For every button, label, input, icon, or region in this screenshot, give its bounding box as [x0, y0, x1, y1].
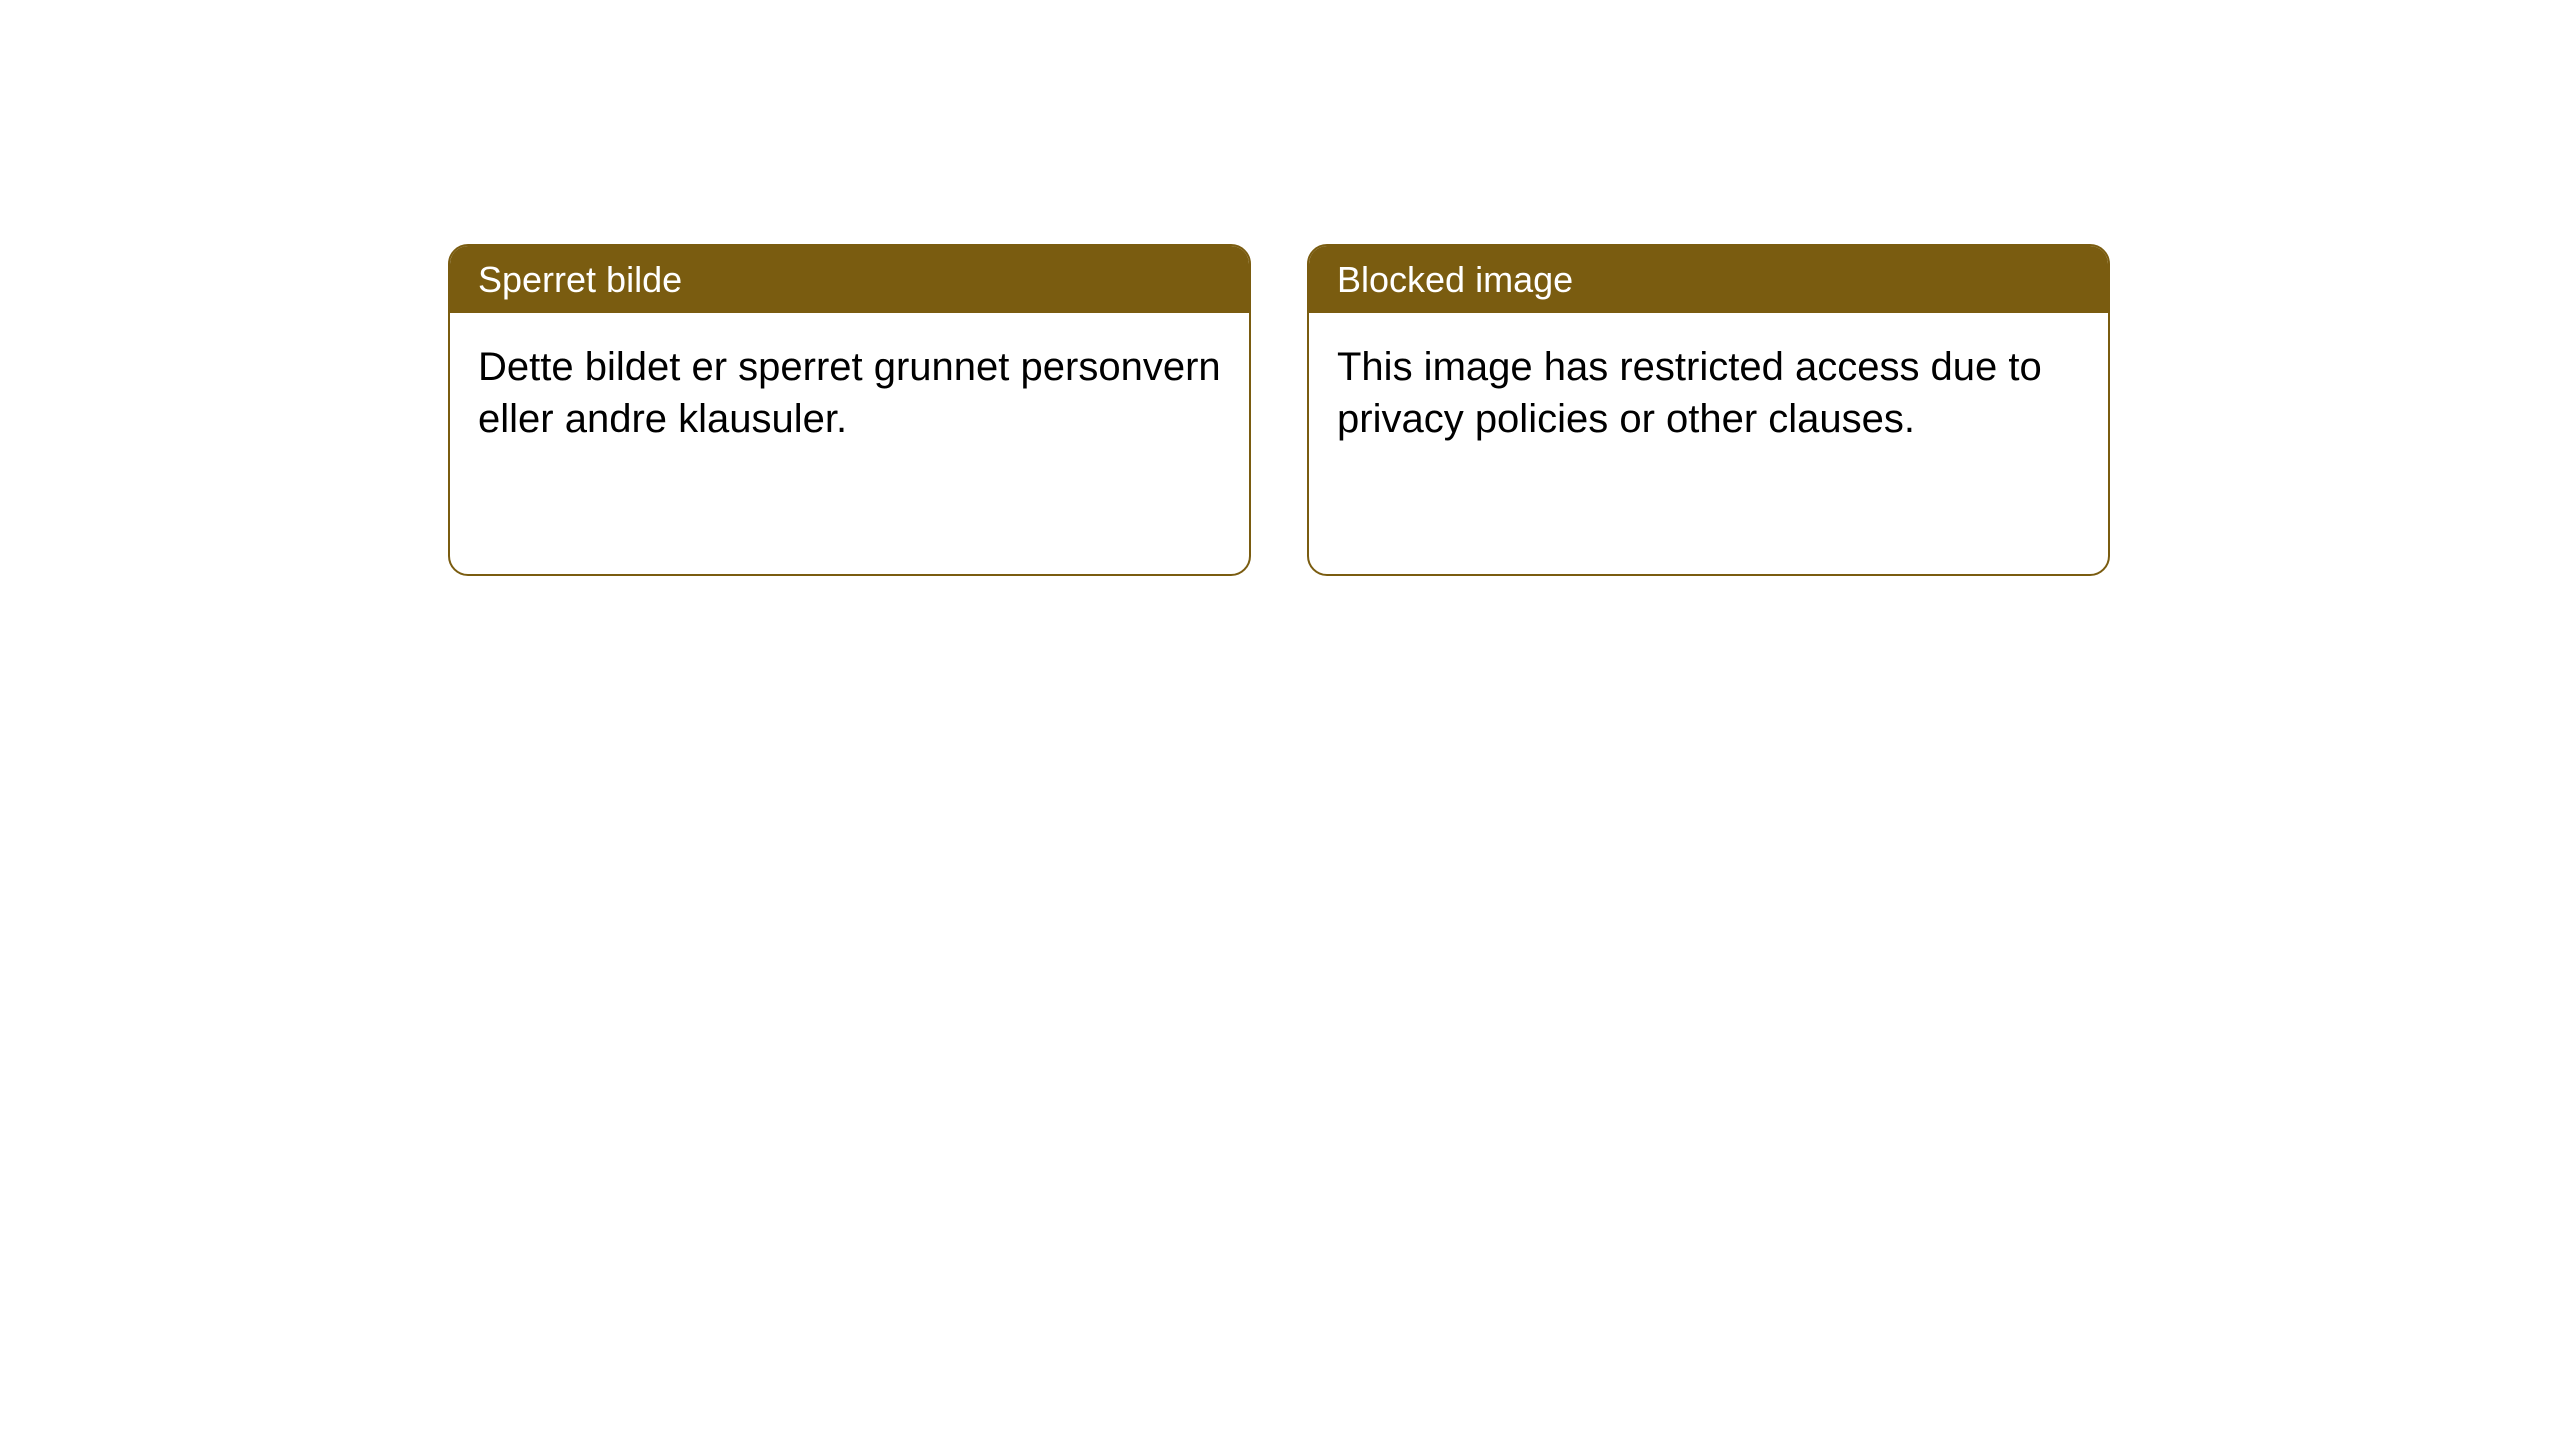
notice-card-norwegian: Sperret bilde Dette bildet er sperret gr… [448, 244, 1251, 576]
notice-card-english: Blocked image This image has restricted … [1307, 244, 2110, 576]
notice-header: Blocked image [1309, 246, 2108, 313]
notice-header: Sperret bilde [450, 246, 1249, 313]
notice-body: Dette bildet er sperret grunnet personve… [450, 313, 1249, 473]
notice-container: Sperret bilde Dette bildet er sperret gr… [0, 0, 2560, 576]
notice-body: This image has restricted access due to … [1309, 313, 2108, 473]
